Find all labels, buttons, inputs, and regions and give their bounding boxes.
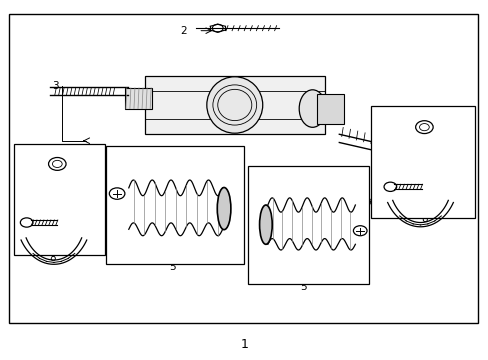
- Bar: [106, 146, 244, 264]
- Bar: [14, 144, 105, 255]
- Text: 9: 9: [26, 151, 33, 161]
- Bar: [248, 166, 368, 284]
- Bar: [370, 106, 474, 217]
- Text: 6: 6: [107, 198, 114, 208]
- Text: 5: 5: [169, 262, 176, 272]
- Text: 5: 5: [300, 282, 306, 292]
- Text: 7: 7: [253, 192, 259, 202]
- Text: 6: 6: [361, 237, 367, 247]
- Text: 8: 8: [49, 253, 56, 263]
- Ellipse shape: [259, 205, 272, 244]
- Bar: [125, 88, 152, 109]
- Text: 9: 9: [412, 116, 418, 126]
- Text: 8: 8: [420, 214, 427, 224]
- Text: 2: 2: [180, 26, 186, 36]
- Text: 7: 7: [229, 151, 235, 161]
- Bar: [317, 94, 344, 123]
- Bar: [144, 76, 324, 134]
- Bar: [9, 14, 477, 323]
- Text: 3: 3: [52, 81, 59, 91]
- Ellipse shape: [217, 188, 230, 230]
- Text: 4: 4: [123, 154, 129, 163]
- Ellipse shape: [206, 77, 262, 133]
- Text: 3: 3: [427, 181, 434, 192]
- Text: 1: 1: [240, 338, 248, 351]
- Ellipse shape: [299, 90, 325, 127]
- Text: 4: 4: [368, 197, 374, 206]
